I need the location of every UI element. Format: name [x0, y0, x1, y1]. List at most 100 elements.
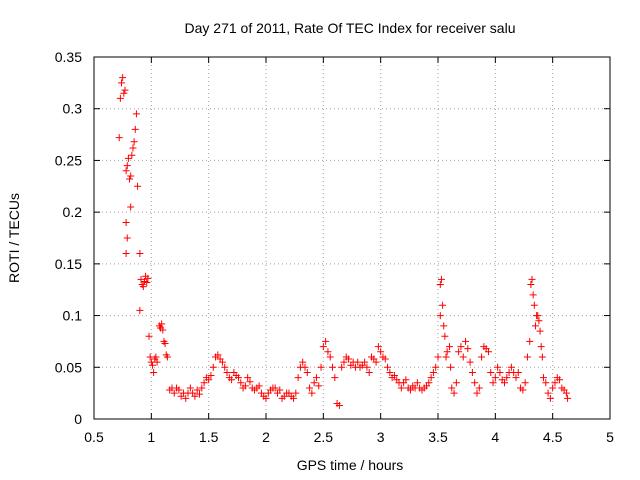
- data-point: [158, 320, 166, 328]
- data-point: [123, 234, 131, 242]
- data-point: [427, 374, 435, 382]
- data-point: [152, 353, 160, 361]
- data-point: [299, 358, 307, 366]
- data-point: [292, 389, 300, 397]
- data-point: [335, 402, 343, 410]
- data-point: [447, 363, 455, 371]
- data-point: [127, 203, 135, 211]
- data-point: [136, 306, 144, 314]
- data-point: [120, 89, 128, 97]
- data-point: [445, 343, 453, 351]
- data-point: [209, 363, 217, 371]
- data-point: [148, 361, 156, 369]
- data-point: [121, 86, 129, 94]
- data-point: [514, 368, 522, 376]
- data-point: [436, 312, 444, 320]
- data-point: [134, 182, 142, 190]
- data-point: [519, 386, 527, 394]
- data-point: [163, 353, 171, 361]
- data-point: [536, 327, 544, 335]
- data-point: [301, 363, 309, 371]
- data-point: [452, 379, 460, 387]
- data-point: [116, 94, 124, 102]
- x-tick-label: 2.5: [314, 429, 334, 445]
- data-point: [484, 348, 492, 356]
- data-point: [262, 394, 270, 402]
- data-point: [491, 374, 499, 382]
- data-point: [564, 394, 572, 402]
- data-point: [478, 353, 486, 361]
- data-point: [439, 301, 447, 309]
- data-point: [329, 363, 337, 371]
- data-point: [126, 175, 134, 183]
- data-point: [538, 353, 546, 361]
- data-point: [326, 353, 334, 361]
- data-point: [494, 363, 502, 371]
- data-point: [144, 274, 152, 282]
- data-point: [374, 343, 382, 351]
- data-point: [124, 154, 132, 162]
- data-point: [363, 363, 371, 371]
- data-point: [377, 348, 385, 356]
- data-point: [436, 281, 444, 289]
- data-point: [372, 358, 380, 366]
- data-point: [276, 386, 284, 394]
- data-point: [193, 386, 201, 394]
- x-tick-label: 3.5: [428, 429, 448, 445]
- x-tick-label: 2: [262, 429, 270, 445]
- data-point: [345, 355, 353, 363]
- data-point: [234, 374, 242, 382]
- data-point: [338, 363, 346, 371]
- data-point: [450, 389, 458, 397]
- data-point: [529, 291, 537, 299]
- data-point: [319, 343, 327, 351]
- data-point: [526, 337, 534, 345]
- data-point: [161, 339, 169, 347]
- data-point: [544, 389, 552, 397]
- data-point: [145, 332, 153, 340]
- data-point: [128, 151, 136, 159]
- data-point: [198, 384, 206, 392]
- data-point: [384, 363, 392, 371]
- y-tick-label: 0.3: [63, 101, 83, 117]
- data-point: [443, 348, 451, 356]
- x-tick-label: 4.5: [543, 429, 563, 445]
- data-point: [442, 353, 450, 361]
- data-point: [241, 382, 249, 390]
- data-point: [402, 376, 410, 384]
- data-point: [340, 358, 348, 366]
- data-point: [143, 278, 151, 286]
- data-point: [132, 110, 140, 118]
- data-point: [115, 134, 123, 142]
- data-point: [303, 368, 311, 376]
- data-point: [150, 368, 158, 376]
- data-point: [496, 368, 504, 376]
- plot-frame: [93, 56, 611, 420]
- grid-lines: [94, 57, 610, 419]
- data-point: [122, 218, 130, 226]
- data-point: [315, 382, 323, 390]
- data-point: [123, 162, 131, 170]
- data-point: [468, 368, 476, 376]
- data-point: [527, 281, 535, 289]
- y-axis-label: ROTI / TECUs: [6, 193, 22, 283]
- data-point: [191, 392, 199, 400]
- data-point: [473, 389, 481, 397]
- x-tick-label: 3: [377, 429, 385, 445]
- data-point: [459, 353, 467, 361]
- data-point: [542, 379, 550, 387]
- data-point: [127, 172, 135, 180]
- data-point: [255, 382, 263, 390]
- data-point: [207, 372, 215, 380]
- data-point: [390, 372, 398, 380]
- data-point: [131, 125, 139, 133]
- data-point: [437, 275, 445, 283]
- data-point: [214, 351, 222, 359]
- data-point: [464, 345, 472, 353]
- chart-title: Day 271 of 2011, Rate Of TEC Index for r…: [185, 20, 516, 36]
- data-point: [122, 167, 130, 175]
- data-point: [246, 378, 254, 386]
- data-point: [170, 389, 178, 397]
- data-point: [475, 384, 483, 392]
- data-point: [200, 379, 208, 387]
